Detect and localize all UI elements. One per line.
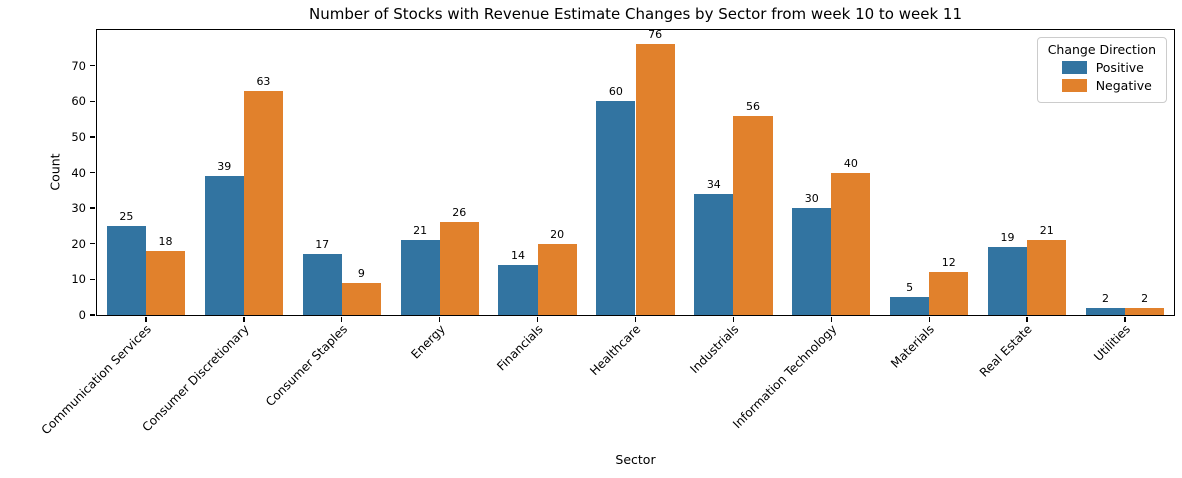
y-tick-mark (90, 278, 95, 281)
bar-value-label: 20 (550, 227, 565, 241)
bar-negative (243, 90, 284, 315)
x-tick-mark (634, 317, 637, 322)
bar-value-label: 26 (452, 206, 467, 220)
x-tick-label: Healthcare (587, 322, 644, 379)
y-tick-label: 50 (71, 129, 86, 144)
x-tick-mark (830, 317, 832, 322)
x-tick-mark (732, 317, 735, 322)
x-tick-mark (536, 317, 539, 322)
y-tick-mark (90, 136, 95, 138)
bar-negative (537, 243, 577, 315)
bar-negative (341, 282, 381, 315)
bar-positive (987, 247, 1028, 315)
y-tick-mark (90, 314, 95, 316)
bar-value-label: 12 (941, 256, 956, 270)
bar-value-label: 5 (906, 281, 914, 295)
bar-positive (106, 225, 146, 315)
bar-positive (890, 297, 930, 315)
x-tick-mark (928, 317, 930, 322)
bar-positive (302, 254, 342, 315)
x-tick-label: Consumer Discretionary (139, 322, 252, 435)
bar-value-label: 56 (745, 99, 760, 113)
negative-swatch-icon (1061, 79, 1087, 92)
y-tick-label: 60 (71, 94, 86, 109)
bar-positive (1085, 307, 1126, 315)
bar-negative (145, 250, 186, 315)
chart-title: Number of Stocks with Revenue Estimate C… (308, 5, 963, 23)
x-tick-mark (1124, 317, 1126, 322)
x-tick-label: Utilities (1091, 322, 1133, 364)
bar-positive (400, 240, 440, 315)
bar-value-label: 25 (119, 209, 134, 223)
bar-negative (1027, 240, 1067, 315)
bar-value-label: 39 (217, 160, 232, 174)
bar-value-label: 60 (608, 85, 623, 99)
bar-value-label: 2 (1141, 291, 1149, 305)
bar-negative (635, 44, 675, 315)
y-tick-label: 30 (71, 201, 86, 216)
bar-value-label: 19 (1000, 231, 1015, 245)
legend-entry-label: Negative (1095, 78, 1152, 93)
y-tick-mark (90, 100, 95, 102)
bar-value-label: 34 (706, 177, 721, 191)
x-tick-mark (243, 317, 245, 322)
bar-positive (792, 208, 832, 315)
legend-entry-label: Positive (1095, 60, 1144, 75)
y-tick-label: 0 (78, 308, 86, 322)
bar-positive (694, 193, 734, 315)
legend-entry-negative: Negative (1061, 78, 1156, 93)
bar-value-label: 21 (1039, 224, 1054, 238)
legend: Change Direction Positive Negative (1036, 37, 1167, 103)
bar-negative (733, 115, 773, 315)
x-tick-mark (1026, 317, 1028, 322)
bar-value-label: 76 (648, 28, 663, 42)
x-tick-mark (145, 317, 147, 322)
bar-value-label: 30 (804, 192, 819, 206)
y-tick-label: 20 (71, 236, 86, 251)
bar-value-label: 63 (256, 74, 271, 88)
bar-negative (1125, 307, 1165, 315)
legend-entry-positive: Positive (1061, 60, 1156, 75)
bar-negative (831, 172, 871, 315)
y-tick-label: 70 (71, 58, 86, 73)
bar-positive (204, 176, 244, 315)
bar-value-label: 40 (843, 156, 858, 170)
x-tick-label: Communication Services (38, 322, 154, 438)
bar-negative (929, 272, 969, 315)
bar-positive (596, 101, 636, 315)
bar-value-label: 17 (315, 238, 330, 252)
y-tick-mark (90, 171, 95, 174)
y-axis-title: Count (47, 153, 63, 191)
y-tick-mark (90, 243, 95, 245)
x-tick-label: Real Estate (977, 322, 1036, 380)
x-tick-label: Energy (407, 322, 448, 362)
bar-negative (439, 222, 479, 315)
bar-value-label: 9 (357, 266, 365, 280)
x-tick-mark (341, 317, 343, 322)
x-axis-title: Sector (615, 452, 656, 467)
y-tick-label: 10 (71, 272, 86, 287)
bar-value-label: 14 (511, 249, 525, 263)
bar-value-label: 21 (413, 224, 428, 238)
legend-title: Change Direction (1047, 42, 1156, 57)
x-tick-mark (438, 317, 441, 322)
bar-value-label: 18 (158, 234, 173, 248)
bar-positive (498, 265, 538, 315)
x-tick-label: Financials (494, 322, 546, 374)
x-tick-label: Industrials (687, 322, 742, 377)
x-tick-label: Information Technology (729, 322, 840, 432)
plot-area: Change Direction Positive Negative 0 10 20… (39, 28, 1175, 437)
x-tick-label: Consumer Staples (262, 322, 350, 410)
x-tick-label: Materials (888, 322, 938, 371)
y-tick-mark (90, 64, 95, 67)
bar-value-label: 2 (1101, 291, 1109, 305)
y-tick-label: 40 (71, 165, 86, 180)
positive-swatch-icon (1061, 61, 1087, 74)
y-tick-mark (90, 207, 95, 209)
